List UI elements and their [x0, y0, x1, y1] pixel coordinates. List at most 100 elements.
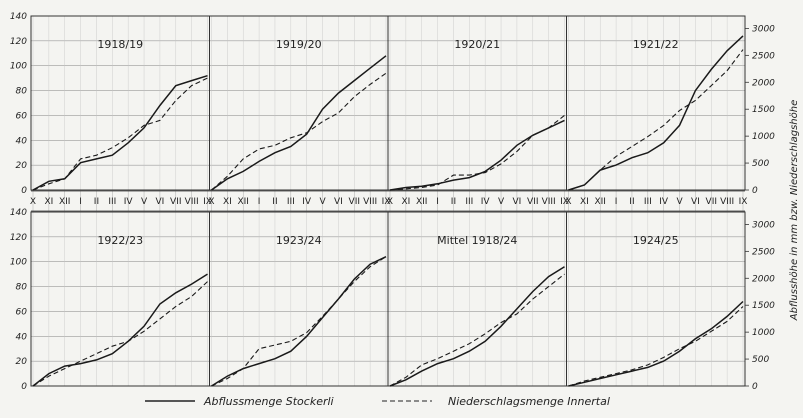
month-label: VIII	[720, 197, 734, 207]
panel-title-0: 1918/19	[97, 38, 143, 51]
niederschlag-line-6	[389, 273, 565, 387]
niederschlag-line-5	[211, 256, 387, 387]
right-tick-label: 2500	[752, 247, 775, 257]
niederschlag-line-4	[32, 281, 208, 387]
month-label: I	[615, 197, 618, 207]
month-label: X	[208, 197, 214, 207]
month-label: VIII	[185, 197, 199, 207]
right-tick-label: 0	[752, 382, 758, 392]
right-tick-label: 0	[752, 186, 758, 196]
left-tick-label: 20	[16, 357, 28, 367]
legend-label-niederschlag: Niederschlagsmenge Innertal	[448, 395, 610, 408]
panel-frame-7	[566, 211, 746, 387]
panel-frame-3	[566, 15, 746, 191]
right-tick-label: 1500	[752, 301, 775, 311]
month-label: IX	[739, 197, 748, 207]
abfluss-line-5	[211, 256, 387, 387]
month-label: XII	[594, 197, 605, 207]
month-label: I	[436, 197, 439, 207]
month-label: IV	[124, 197, 134, 207]
right-tick-label: 1000	[752, 132, 775, 142]
month-label: VII	[527, 197, 538, 207]
right-tick-label: 3000	[752, 24, 775, 34]
panel-title-2: 1920/21	[454, 38, 500, 51]
month-label: VII	[706, 197, 717, 207]
month-label: IX	[203, 197, 212, 207]
left-tick-label: 60	[16, 307, 28, 317]
right-tick-label: 2000	[752, 274, 775, 284]
left-tick-label: 80	[16, 87, 28, 97]
abfluss-line-3	[568, 35, 744, 191]
right-tick-label: 3000	[752, 220, 775, 230]
right-tick-label: 1000	[752, 328, 775, 338]
abfluss-line-0	[32, 74, 208, 191]
month-label: II	[272, 197, 277, 207]
text-layer: 1918/19 1919/20 1920/21 1921/22 1922/23 1923/…	[10, 12, 775, 392]
month-label: I	[79, 197, 82, 207]
month-label: VII	[349, 197, 360, 207]
right-tick-label: 2500	[752, 51, 775, 61]
month-label: VII	[170, 197, 181, 207]
niederschlag-line-1	[211, 72, 387, 191]
niederschlag-line-2	[389, 114, 565, 191]
month-label: III	[108, 197, 116, 207]
panel-title-6: Mittel 1918/24	[437, 234, 517, 247]
month-label: IX	[560, 197, 569, 207]
right-tick-label: 2000	[752, 78, 775, 88]
left-tick-label: 0	[21, 186, 27, 196]
month-label: X	[565, 197, 571, 207]
niederschlag-line-0	[32, 77, 208, 191]
left-tick-label: 40	[16, 136, 28, 146]
left-tick-label: 100	[10, 258, 27, 268]
month-label: VI	[334, 197, 343, 207]
right-axis-label: Abflusshöhe in mm bzw. Niederschlagshöhe	[789, 100, 800, 321]
niederschlag-line-3	[568, 49, 744, 191]
left-tick-label: 100	[10, 62, 27, 72]
month-label: VIII	[363, 197, 377, 207]
series-layer	[32, 35, 744, 387]
panel-title-5: 1923/24	[276, 234, 322, 247]
month-label: IV	[302, 197, 312, 207]
month-label: XI	[44, 197, 53, 207]
left-tick-label: 140	[10, 208, 27, 218]
month-label: III	[465, 197, 473, 207]
month-label: III	[644, 197, 652, 207]
month-label: VI	[691, 197, 700, 207]
abfluss-line-1	[211, 55, 387, 191]
month-label: III	[287, 197, 295, 207]
niederschlag-line-7	[568, 306, 744, 387]
month-label: IV	[659, 197, 669, 207]
month-label: II	[629, 197, 634, 207]
panel-title-7: 1924/25	[633, 234, 679, 247]
month-label: XI	[580, 197, 589, 207]
panel-title-3: 1921/22	[633, 38, 679, 51]
left-tick-label: 0	[21, 382, 27, 392]
left-tick-label: 120	[10, 233, 27, 243]
abfluss-line-2	[389, 119, 565, 191]
month-label: IX	[382, 197, 391, 207]
month-label: XI	[401, 197, 410, 207]
left-tick-label: 80	[16, 283, 28, 293]
left-tick-label: 60	[16, 111, 28, 121]
legend: Abflussmenge Stockerli Niederschlagsmeng…	[145, 395, 610, 408]
left-tick-label: 140	[10, 12, 27, 22]
right-tick-label: 500	[752, 355, 769, 365]
month-label: V	[141, 197, 148, 207]
month-label: I	[258, 197, 261, 207]
abfluss-line-4	[32, 273, 208, 387]
left-tick-label: 40	[16, 332, 28, 342]
right-tick-label: 1500	[752, 105, 775, 115]
legend-label-abfluss: Abflussmenge Stockerli	[203, 395, 334, 408]
month-label: V	[676, 197, 683, 207]
left-tick-label: 20	[16, 161, 28, 171]
month-label: XII	[416, 197, 427, 207]
month-label: X	[387, 197, 393, 207]
panel-frames	[30, 15, 749, 387]
month-label: II	[94, 197, 99, 207]
left-tick-label: 120	[10, 37, 27, 47]
month-label: XI	[223, 197, 232, 207]
month-label: XII	[59, 197, 70, 207]
grid-layer	[31, 16, 745, 386]
month-label: XII	[237, 197, 248, 207]
